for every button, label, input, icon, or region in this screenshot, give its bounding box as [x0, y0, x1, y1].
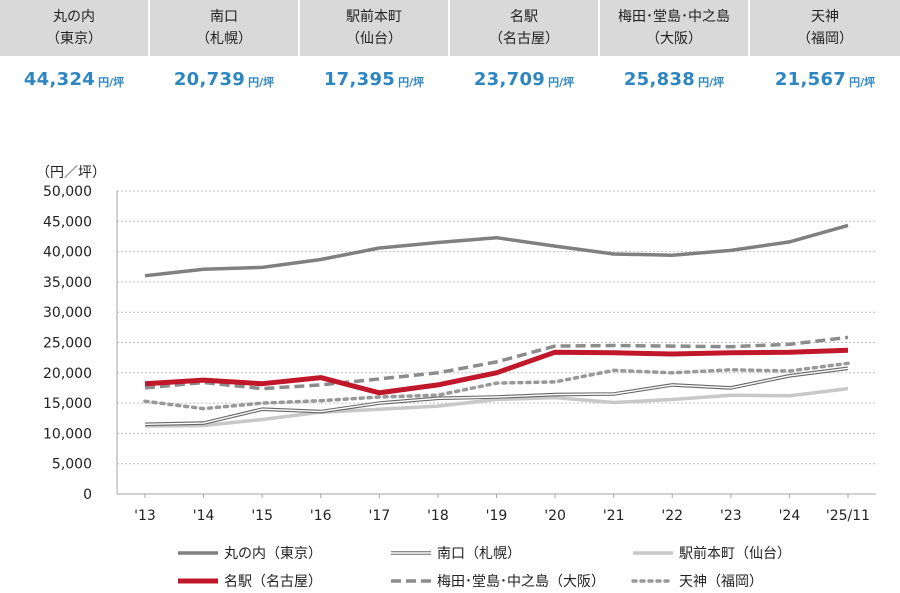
summary-city: （仙台） — [346, 31, 402, 47]
summary-head: 天神 （福岡） — [750, 0, 900, 56]
summary-area: 天神 — [811, 9, 839, 25]
summary-area: 駅前本町 — [346, 9, 402, 25]
y-tick-label: 25,000 — [43, 336, 92, 352]
summary-head: 南口 （札幌） — [150, 0, 298, 56]
y-tick-label: 40,000 — [43, 245, 92, 261]
x-tick-label: '14 — [193, 508, 215, 524]
x-tick-label: '15 — [251, 508, 273, 524]
x-axis-ticks: '13 '14 '15 '16 '17 '18 '19 '20 '21 '22 '23 '24 '25/… — [134, 508, 870, 524]
summary-cell-osaka: 梅田･堂島･中之島 （大阪） 25,838 円/坪 — [600, 0, 748, 103]
summary-city: （福岡） — [797, 31, 853, 47]
summary-value: 21,567 — [774, 69, 847, 90]
summary-unit: 円/坪 — [849, 75, 876, 89]
summary-unit: 円/坪 — [698, 75, 725, 89]
summary-city: （東京） — [46, 31, 102, 47]
x-tick-label: '13 — [134, 508, 156, 524]
y-tick-label: 0 — [83, 487, 92, 503]
summary-head: 梅田･堂島･中之島 （大阪） — [600, 0, 748, 56]
y-tick-label: 30,000 — [43, 305, 92, 321]
summary-cell-marunouchi: 丸の内 （東京） 44,324 円/坪 — [0, 0, 148, 103]
summary-value: 23,709 — [473, 69, 546, 90]
summary-value: 17,395 — [323, 69, 396, 90]
summary-area: 丸の内 — [53, 9, 95, 25]
x-tick-label: '25/11 — [826, 508, 870, 524]
x-tick-label: '24 — [779, 508, 801, 524]
legend-label: 梅田･堂島･中之島（大阪） — [437, 574, 605, 590]
summary-unit: 円/坪 — [548, 75, 575, 89]
legend-label: 南口（札幌） — [437, 546, 521, 562]
legend-label: 丸の内（東京） — [224, 546, 322, 562]
series-line-4 — [144, 335, 849, 391]
x-tick-label: '21 — [603, 508, 625, 524]
legend-label: 天神（福岡） — [679, 574, 763, 590]
x-tick-label: '18 — [427, 508, 449, 524]
summary-head: 駅前本町 （仙台） — [300, 0, 448, 56]
summary-value-box: 21,567 円/坪 — [750, 56, 900, 103]
series-line-2 — [144, 386, 849, 428]
summary-unit: 円/坪 — [398, 75, 425, 89]
x-tick-label: '20 — [544, 508, 566, 524]
summary-city: （大阪） — [646, 31, 702, 47]
legend-label: 駅前本町（仙台） — [679, 545, 791, 562]
x-tick-label: '19 — [486, 508, 508, 524]
summary-value: 25,838 — [623, 69, 696, 90]
summary-unit: 円/坪 — [248, 75, 275, 89]
series-line-3 — [144, 347, 849, 396]
summary-area: 梅田･堂島･中之島 — [618, 9, 730, 25]
series-line-5 — [143, 361, 850, 411]
summary-cell-sendai: 駅前本町 （仙台） 17,395 円/坪 — [300, 0, 448, 103]
y-tick-label: 10,000 — [43, 426, 92, 442]
gridlines — [116, 190, 876, 498]
summary-unit: 円/坪 — [98, 75, 125, 89]
x-tick-label: '17 — [368, 508, 390, 524]
summary-area: 南口 — [210, 9, 238, 25]
x-tick-label: '16 — [310, 508, 332, 524]
summary-head: 丸の内 （東京） — [0, 0, 148, 56]
summary-value-box: 25,838 円/坪 — [600, 56, 748, 103]
y-tick-label: 35,000 — [43, 275, 92, 291]
summary-city: （札幌） — [196, 31, 252, 47]
summary-value-box: 17,395 円/坪 — [300, 56, 448, 103]
summary-value-box: 23,709 円/坪 — [450, 56, 598, 103]
summary-value-box: 20,739 円/坪 — [150, 56, 298, 103]
series-lines — [143, 223, 850, 428]
y-tick-label: 20,000 — [43, 366, 92, 382]
summary-area: 名駅 — [510, 9, 538, 25]
legend: 丸の内（東京） 南口（札幌） 駅前本町（仙台） 名駅（名古屋） 梅田･堂島･中之島（大阪… — [178, 545, 791, 590]
summary-value-box: 44,324 円/坪 — [0, 56, 148, 103]
y-tick-label: 50,000 — [43, 184, 92, 200]
summary-cell-sapporo: 南口 （札幌） 20,739 円/坪 — [150, 0, 298, 103]
y-axis-label: （円／坪） — [36, 165, 106, 181]
summary-table: 丸の内 （東京） 44,324 円/坪 南口 （札幌） 20,739 円/坪 駅… — [0, 0, 900, 103]
y-axis-ticks: 0 5,000 10,000 15,000 20,000 25,000 30,000 35,0… — [43, 184, 92, 503]
summary-cell-nagoya: 名駅 （名古屋） 23,709 円/坪 — [450, 0, 598, 103]
x-tick-label: '22 — [661, 508, 683, 524]
y-tick-label: 15,000 — [43, 396, 92, 412]
summary-value: 44,324 — [23, 69, 96, 90]
summary-cell-fukuoka: 天神 （福岡） 21,567 円/坪 — [750, 0, 900, 103]
y-tick-label: 5,000 — [52, 457, 92, 473]
summary-city: （名古屋） — [489, 31, 559, 47]
y-tick-label: 45,000 — [43, 214, 92, 230]
legend-label: 名駅（名古屋） — [224, 574, 322, 590]
summary-head: 名駅 （名古屋） — [450, 0, 598, 56]
summary-value: 20,739 — [173, 69, 246, 90]
series-line-0 — [144, 223, 849, 278]
x-tick-label: '23 — [720, 508, 742, 524]
series-line-inner-1 — [144, 367, 849, 425]
